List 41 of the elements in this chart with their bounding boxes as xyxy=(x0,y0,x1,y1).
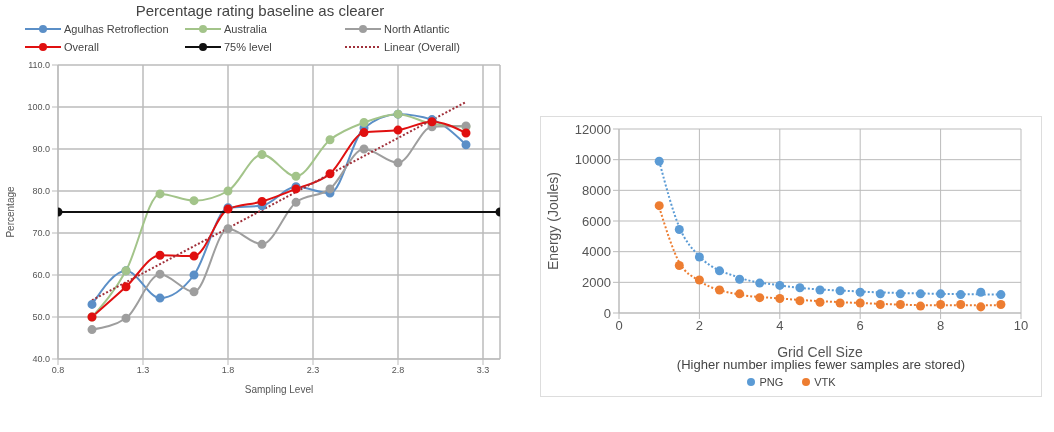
x-tick-label: 2.8 xyxy=(391,365,405,376)
legend-label: PNG xyxy=(759,376,784,388)
x-tick-label: 0.8 xyxy=(51,365,65,376)
x-tick-label: 4 xyxy=(776,318,784,334)
y-tick-label: 0 xyxy=(603,305,611,321)
y-tick-label: 8000 xyxy=(582,182,611,198)
x-tick-label: 8 xyxy=(936,318,945,334)
text: (Higher number implies fewer samples are stored) xyxy=(675,357,967,372)
x-tick-label: 1.8 xyxy=(221,365,235,376)
y-tick-label: 50.0 xyxy=(32,312,50,323)
y-tick-label: 80.0 xyxy=(32,186,50,197)
x-axis-title: Grid Cell Size xyxy=(777,344,863,360)
chart-title: Percentage rating baseline as clearer xyxy=(134,2,386,19)
x-axis-title: Sampling Level xyxy=(244,384,314,395)
legend-label: North Atlantic xyxy=(384,23,450,35)
x-tick-label: 2.3 xyxy=(306,365,320,376)
y-tick-label: 12000 xyxy=(574,121,611,137)
x-tick-label: 3.3 xyxy=(476,365,490,376)
y-tick-label: 2000 xyxy=(582,274,611,290)
y-tick-label: 60.0 xyxy=(32,270,50,281)
legend-label: VTK xyxy=(814,376,836,388)
y-tick-label: 6000 xyxy=(582,213,611,229)
x-tick-label: 2 xyxy=(695,318,704,334)
legend-label: 75% level xyxy=(224,41,272,53)
legend-label: Linear (Overall) xyxy=(384,41,460,53)
legend-label: Agulhas Retroflection xyxy=(64,23,169,35)
y-tick-label: 4000 xyxy=(582,244,611,260)
y-tick-label: 70.0 xyxy=(32,228,50,239)
x-tick-label: 0 xyxy=(615,318,623,334)
y-tick-label: 110.0 xyxy=(28,60,50,71)
legend-label: Australia xyxy=(224,23,267,35)
legend-label: Overall xyxy=(64,41,99,53)
y-axis-title: Percentage xyxy=(4,185,16,238)
y-tick-label: 40.0 xyxy=(32,354,50,365)
y-tick-label: 100.0 xyxy=(27,102,50,113)
x-tick-label: 10 xyxy=(1013,318,1029,334)
y-tick-label: 10000 xyxy=(574,152,611,168)
x-tick-label: 6 xyxy=(856,318,864,334)
x-tick-label: 1.3 xyxy=(136,365,150,376)
y-tick-label: 90.0 xyxy=(32,144,50,155)
y-axis-title: Energy (Joules) xyxy=(544,171,561,271)
